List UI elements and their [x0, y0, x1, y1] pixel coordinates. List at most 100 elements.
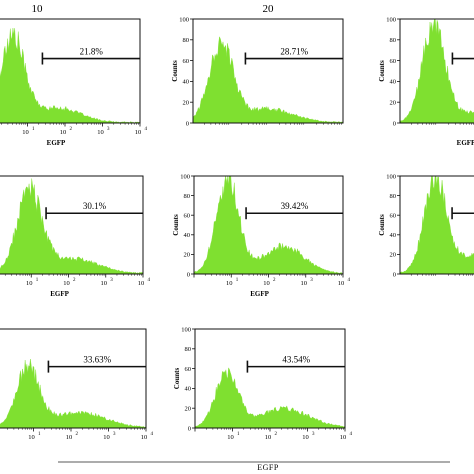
- y-tick-label: 0: [187, 271, 190, 278]
- x-tick-exponent: 3: [312, 432, 315, 437]
- x-tick-label: 10: [135, 129, 142, 136]
- x-tick-label: 10: [22, 129, 29, 136]
- x-axis-label: EGFP: [50, 290, 69, 298]
- x-tick-label: 10: [97, 129, 104, 136]
- x-tick-exponent: 1: [236, 278, 239, 283]
- x-tick-exponent: 1: [32, 127, 35, 132]
- histogram-panels: 10 1 10 2 10 3 10 4EGFP21.8%020406080100Counts2…: [0, 16, 474, 441]
- histogram-panel-7: 10 1 10 2 10 3 10 433.63%: [0, 328, 154, 441]
- x-tick-label: 10: [141, 434, 148, 441]
- x-tick-exponent: 4: [151, 432, 154, 437]
- x-axis-label: EGFP: [47, 139, 66, 147]
- histogram-area: [0, 178, 144, 275]
- y-tick-label: 60: [185, 366, 192, 373]
- y-tick-label: 40: [184, 232, 191, 239]
- x-tick-exponent: 2: [73, 278, 76, 283]
- y-tick-label: 20: [183, 100, 190, 107]
- footer-axis-label: EGFP: [257, 463, 279, 472]
- histogram-area: [193, 175, 344, 275]
- y-tick-label: 80: [185, 346, 192, 353]
- x-tick-exponent: 1: [36, 278, 39, 283]
- x-tick-label: 10: [226, 280, 233, 287]
- histogram-area: [399, 175, 474, 275]
- x-tick-label: 10: [227, 434, 234, 441]
- y-tick-label: 80: [390, 37, 397, 44]
- y-tick-label: 100: [180, 173, 190, 180]
- x-tick-exponent: 2: [70, 127, 73, 132]
- x-tick-label: 10: [138, 280, 145, 287]
- y-tick-label: 20: [185, 406, 192, 413]
- column-header-2: 20: [263, 3, 275, 15]
- histogram-area: [0, 358, 147, 429]
- y-tick-label: 100: [386, 16, 396, 23]
- x-tick-exponent: 3: [110, 278, 113, 283]
- x-tick-exponent: 2: [76, 432, 79, 437]
- x-tick-label: 10: [66, 434, 73, 441]
- y-tick-label: 0: [393, 271, 396, 278]
- histogram-area: [0, 28, 141, 124]
- y-axis-label: Counts: [171, 60, 179, 82]
- gate-percentage: 43.54%: [282, 355, 310, 365]
- x-tick-label: 10: [263, 280, 270, 287]
- x-tick-label: 10: [301, 280, 308, 287]
- x-tick-exponent: 1: [237, 432, 240, 437]
- y-tick-label: 100: [181, 326, 191, 333]
- x-tick-exponent: 3: [113, 432, 116, 437]
- y-tick-label: 20: [390, 100, 397, 107]
- x-tick-exponent: 4: [350, 432, 353, 437]
- plot-frame: [399, 18, 474, 124]
- x-tick-label: 10: [26, 280, 33, 287]
- plot-frame: [192, 18, 344, 124]
- y-tick-label: 60: [390, 58, 397, 65]
- x-tick-exponent: 1: [38, 432, 41, 437]
- x-tick-label: 10: [265, 434, 272, 441]
- x-tick-exponent: 4: [148, 278, 151, 283]
- x-tick-label: 10: [302, 434, 309, 441]
- gate-percentage: 21.8%: [80, 47, 104, 57]
- y-axis-label: Counts: [378, 60, 386, 82]
- gate-percentage: 39.42%: [281, 201, 309, 211]
- histogram-panel-6: 0 20 40 60 80 100 Counts: [378, 173, 474, 278]
- histogram-panel-2: 0 20 40 60 80 100 Counts 28.71%: [171, 16, 344, 127]
- y-tick-label: 40: [390, 232, 397, 239]
- y-tick-label: 0: [188, 425, 191, 432]
- gate-percentage: 33.63%: [83, 355, 111, 365]
- y-tick-label: 100: [179, 16, 189, 23]
- y-tick-label: 20: [184, 252, 191, 259]
- plot-frame: [399, 175, 474, 275]
- y-tick-label: 100: [386, 173, 396, 180]
- y-tick-label: 40: [185, 386, 192, 393]
- y-tick-label: 60: [390, 213, 397, 220]
- x-tick-exponent: 4: [348, 278, 351, 283]
- y-axis-label: Counts: [172, 214, 180, 236]
- y-tick-label: 40: [390, 79, 397, 86]
- x-tick-label: 10: [103, 434, 110, 441]
- histogram-area: [399, 18, 474, 124]
- x-tick-label: 10: [63, 280, 70, 287]
- y-axis-label: Counts: [378, 214, 386, 236]
- x-axis-label: EGFP: [457, 139, 474, 147]
- histogram-panel-3: 0 20 40 60 80 100 Counts EGFP: [378, 16, 474, 147]
- x-axis-label: EGFP: [250, 290, 269, 298]
- y-tick-label: 80: [183, 37, 190, 44]
- y-tick-label: 80: [390, 193, 397, 200]
- x-tick-exponent: 3: [310, 278, 313, 283]
- gate-percentage: 30.1%: [83, 201, 107, 211]
- x-tick-exponent: 4: [145, 127, 148, 132]
- y-tick-label: 0: [186, 120, 189, 127]
- x-tick-label: 10: [60, 129, 67, 136]
- y-tick-label: 20: [390, 252, 397, 259]
- histogram-area: [192, 36, 344, 124]
- x-tick-exponent: 2: [273, 278, 276, 283]
- y-axis-label: Counts: [173, 368, 181, 390]
- x-tick-label: 10: [101, 280, 108, 287]
- x-tick-exponent: 3: [107, 127, 110, 132]
- x-tick-label: 10: [340, 434, 347, 441]
- column-header-1: 10: [32, 3, 44, 15]
- y-tick-label: 80: [184, 193, 191, 200]
- x-tick-label: 10: [28, 434, 35, 441]
- y-tick-label: 40: [183, 79, 190, 86]
- y-tick-label: 60: [184, 213, 191, 220]
- x-tick-exponent: 2: [275, 432, 278, 437]
